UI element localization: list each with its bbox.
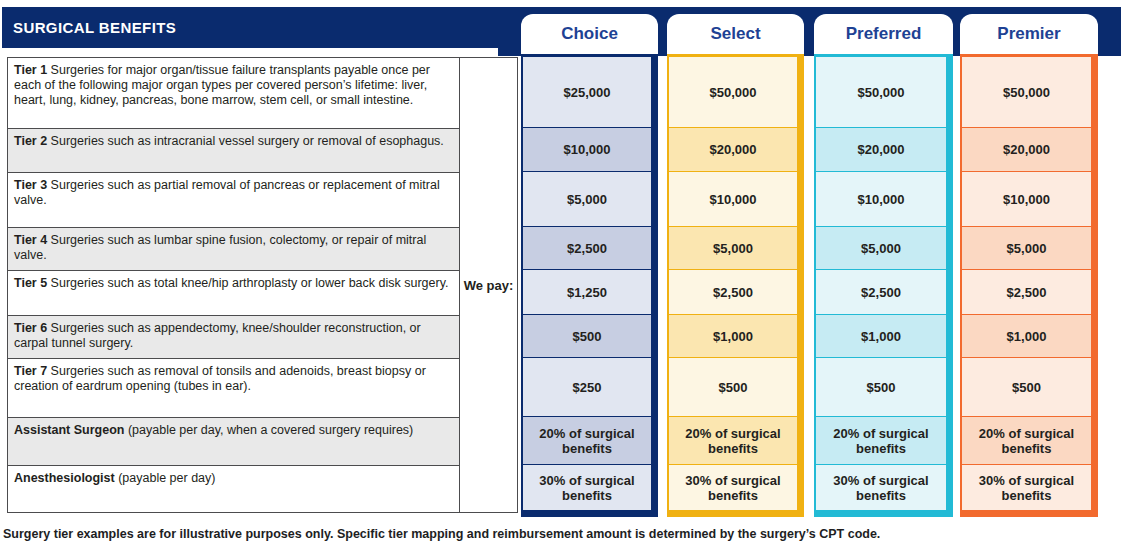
- value-cell: 30% of surgical benefits: [523, 465, 651, 510]
- benefit-row-label: Tier 6: [14, 321, 47, 335]
- benefit-description-table: Tier 1 Surgeries for major organ/tissue …: [7, 57, 518, 513]
- benefit-row-label: Tier 4: [14, 233, 47, 247]
- benefit-row-8: Assistant Surgeon (payable per day, when…: [8, 418, 459, 466]
- page-title: SURGICAL BENEFITS: [13, 7, 176, 48]
- value-cell: $25,000: [523, 57, 651, 128]
- benefit-row-text: (payable per day): [115, 471, 216, 485]
- value-cell: 20% of surgical benefits: [523, 417, 651, 465]
- plan-tab-preferred: Preferred: [814, 14, 953, 54]
- benefit-row-text: Surgeries such as total knee/hip arthrop…: [47, 276, 448, 290]
- value-cell: 20% of surgical benefits: [816, 417, 946, 465]
- surgical-benefits-table: SURGICAL BENEFITS Tier 1 Surgeries for m…: [0, 0, 1128, 554]
- value-cell: $50,000: [816, 57, 946, 128]
- benefit-row-label: Tier 2: [14, 134, 47, 148]
- benefit-row-label: Tier 3: [14, 178, 47, 192]
- value-cell: $5,000: [816, 227, 946, 270]
- value-cell: $500: [669, 358, 797, 417]
- value-cell: $500: [523, 315, 651, 358]
- benefit-row-label: Anesthesiologist: [14, 471, 115, 485]
- benefit-row-2: Tier 2 Surgeries such as intracranial ve…: [8, 129, 459, 173]
- benefit-row-text: (payable per day, when a covered surgery…: [124, 423, 413, 437]
- benefit-row-label: Assistant Surgeon: [14, 423, 124, 437]
- benefit-row-text: Surgeries such as partial removal of pan…: [14, 178, 440, 207]
- plan-card-choice: Choice$25,000$10,000$5,000$2,500$1,250$5…: [521, 14, 658, 517]
- benefit-row-label: Tier 7: [14, 364, 47, 378]
- footnote: Surgery tier examples are for illustrati…: [3, 527, 1113, 541]
- plan-values-preferred: $50,000$20,000$10,000$5,000$2,500$1,000$…: [814, 54, 953, 517]
- value-cell: $2,500: [669, 270, 797, 315]
- value-cell: $10,000: [962, 172, 1091, 227]
- benefit-row-text: Surgeries such as lumbar spine fusion, c…: [14, 233, 426, 262]
- value-cell: $20,000: [962, 128, 1091, 172]
- value-cell: $10,000: [669, 172, 797, 227]
- plan-tab-premier: Premier: [960, 14, 1098, 54]
- benefit-row-text: Surgeries such as appendectomy, knee/sho…: [14, 321, 421, 350]
- benefit-row-text: Surgeries such as intracranial vessel su…: [47, 134, 444, 148]
- tier-description-column: Tier 1 Surgeries for major organ/tissue …: [8, 58, 460, 512]
- plan-values-premier: $50,000$20,000$10,000$5,000$2,500$1,000$…: [960, 54, 1098, 517]
- value-cell: $2,500: [523, 227, 651, 270]
- value-cell: $5,000: [962, 227, 1091, 270]
- benefit-row-label: Tier 1: [14, 63, 47, 77]
- value-cell: $1,000: [962, 315, 1091, 358]
- value-cell: 20% of surgical benefits: [962, 417, 1091, 465]
- value-cell: $50,000: [962, 57, 1091, 128]
- plan-card-premier: Premier$50,000$20,000$10,000$5,000$2,500…: [960, 14, 1098, 517]
- value-cell: 20% of surgical benefits: [669, 417, 797, 465]
- benefit-row-label: Tier 5: [14, 276, 47, 290]
- benefit-row-6: Tier 6 Surgeries such as appendectomy, k…: [8, 316, 459, 359]
- benefit-row-text: Surgeries for major organ/tissue failure…: [14, 63, 430, 107]
- value-cell: $5,000: [669, 227, 797, 270]
- benefit-row-1: Tier 1 Surgeries for major organ/tissue …: [8, 58, 459, 129]
- plan-card-preferred: Preferred$50,000$20,000$10,000$5,000$2,5…: [814, 14, 953, 517]
- benefit-row-7: Tier 7 Surgeries such as removal of tons…: [8, 359, 459, 418]
- value-cell: $50,000: [669, 57, 797, 128]
- benefit-row-text: Surgeries such as removal of tonsils and…: [14, 364, 426, 393]
- we-pay-label: We pay:: [460, 58, 517, 512]
- benefit-row-4: Tier 4 Surgeries such as lumbar spine fu…: [8, 228, 459, 271]
- value-cell: $500: [962, 358, 1091, 417]
- plan-values-choice: $25,000$10,000$5,000$2,500$1,250$500$250…: [521, 54, 658, 517]
- value-cell: $10,000: [523, 128, 651, 172]
- value-cell: $20,000: [816, 128, 946, 172]
- plan-card-select: Select$50,000$20,000$10,000$5,000$2,500$…: [667, 14, 804, 517]
- value-cell: $1,000: [669, 315, 797, 358]
- value-cell: 30% of surgical benefits: [962, 465, 1091, 510]
- value-cell: $20,000: [669, 128, 797, 172]
- value-cell: $2,500: [816, 270, 946, 315]
- plan-values-select: $50,000$20,000$10,000$5,000$2,500$1,000$…: [667, 54, 804, 517]
- benefit-row-9: Anesthesiologist (payable per day): [8, 466, 459, 512]
- value-cell: $5,000: [523, 172, 651, 227]
- benefit-row-5: Tier 5 Surgeries such as total knee/hip …: [8, 271, 459, 316]
- value-cell: $10,000: [816, 172, 946, 227]
- plan-tab-select: Select: [667, 14, 804, 54]
- benefit-row-3: Tier 3 Surgeries such as partial removal…: [8, 173, 459, 228]
- plan-tab-choice: Choice: [521, 14, 658, 54]
- value-cell: 30% of surgical benefits: [669, 465, 797, 510]
- value-cell: $250: [523, 358, 651, 417]
- value-cell: $1,000: [816, 315, 946, 358]
- value-cell: $2,500: [962, 270, 1091, 315]
- value-cell: 30% of surgical benefits: [816, 465, 946, 510]
- value-cell: $500: [816, 358, 946, 417]
- value-cell: $1,250: [523, 270, 651, 315]
